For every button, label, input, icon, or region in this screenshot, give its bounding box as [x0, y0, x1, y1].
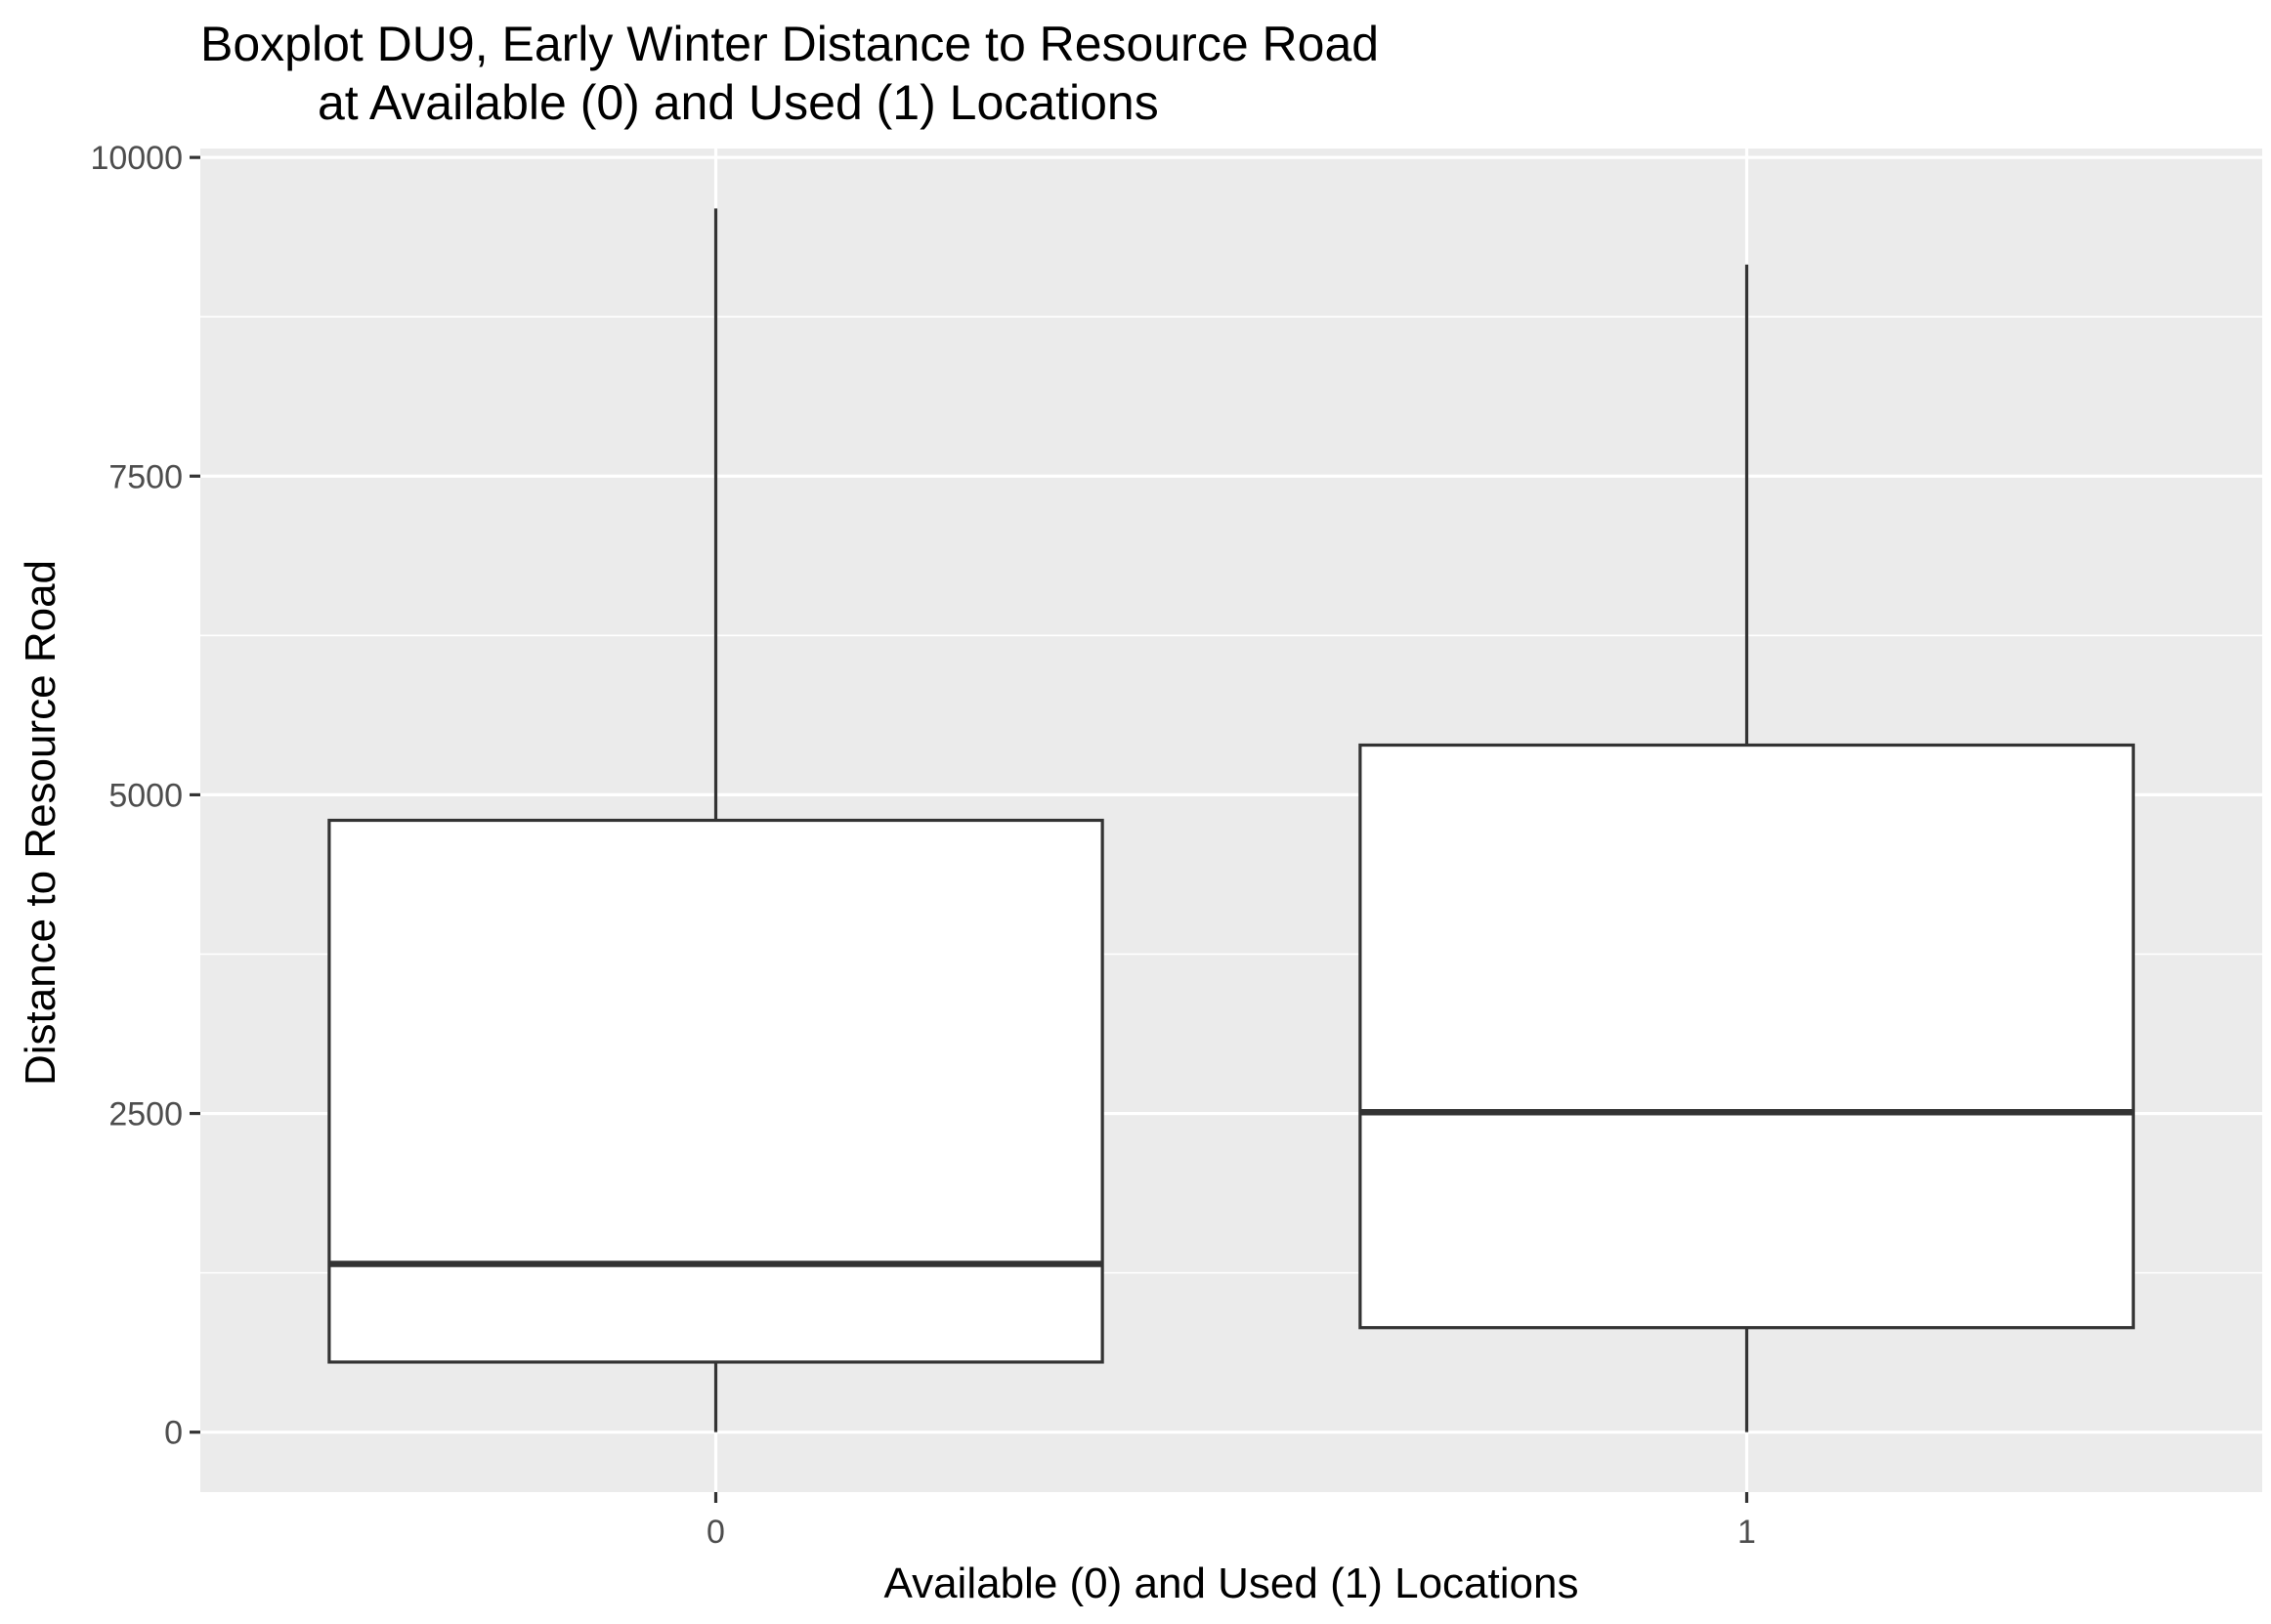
y-tick-label: 2500	[108, 1096, 183, 1133]
y-axis-title: Distance to Resource Road	[17, 560, 64, 1086]
x-axis-title: Available (0) and Used (1) Locations	[884, 1560, 1579, 1607]
x-tick-label: 1	[1737, 1514, 1756, 1551]
y-tick-label: 0	[164, 1415, 183, 1452]
y-tick-label: 7500	[108, 458, 183, 495]
chart-title: Boxplot DU9, Early Winter Distance to Re…	[200, 17, 1379, 71]
box-iqr	[1358, 743, 2135, 1330]
y-tick-label: 5000	[108, 777, 183, 814]
box-iqr	[327, 818, 1104, 1364]
box-0	[327, 208, 1104, 1432]
x-tick-label: 0	[707, 1514, 725, 1551]
chart-subtitle: at Available (0) and Used (1) Locations	[318, 75, 1159, 130]
boxes-layer	[327, 208, 2135, 1432]
y-axis: 0 2500 5000 7500 10000	[90, 140, 200, 1452]
box-1	[1358, 264, 2135, 1432]
y-tick-label: 10000	[90, 140, 183, 177]
